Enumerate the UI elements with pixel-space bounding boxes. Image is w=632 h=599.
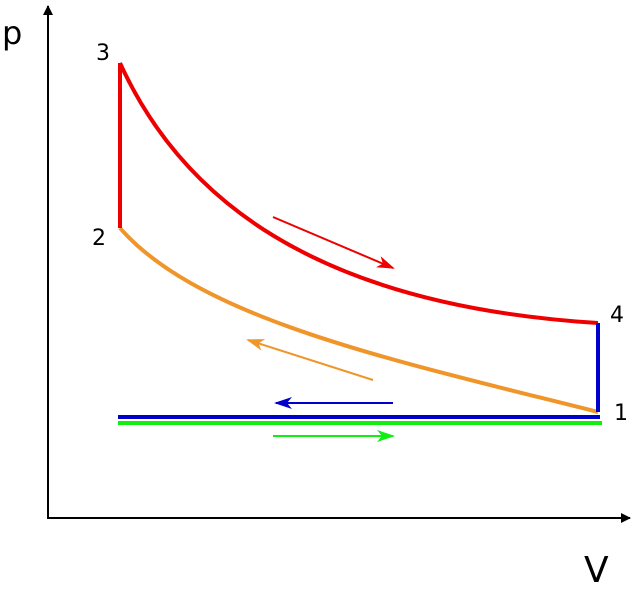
compression-arrow [246, 339, 374, 381]
x-axis-label: V [584, 550, 609, 591]
point-label: 1 [614, 401, 628, 426]
point-label: 2 [92, 226, 106, 251]
point-label: 3 [96, 41, 110, 66]
expansion-curve [118, 62, 599, 325]
expansion-arrow [272, 216, 395, 269]
point-label: 4 [610, 303, 624, 328]
y-axis-label: p [2, 14, 22, 52]
compression-curve [118, 226, 599, 414]
